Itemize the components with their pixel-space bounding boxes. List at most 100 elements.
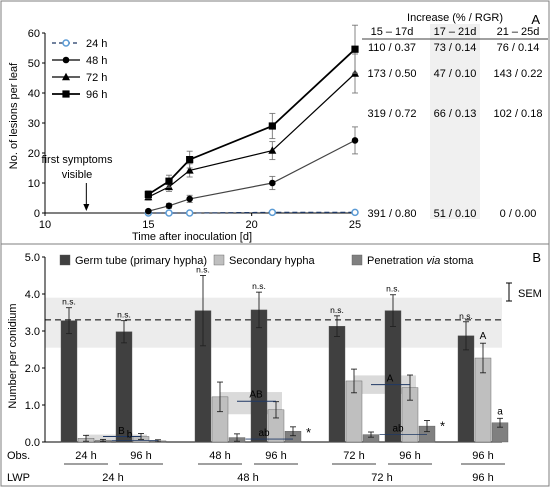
pair-label: A (387, 373, 394, 384)
series-96h (144, 24, 359, 199)
panel-b-label: B (532, 250, 541, 265)
data-point (351, 208, 359, 217)
legend-marker (62, 56, 70, 64)
y-tick-label: 5.0 (25, 252, 40, 264)
panel-a-xlabel: Time after inoculation [d] (132, 231, 252, 243)
bar (60, 320, 78, 443)
bar-group: n.s. (60, 297, 112, 443)
y-tick-label: 20 (28, 148, 40, 160)
panel-b: 0.01.02.03.04.05.0n.s.n.s.n.s.n.s.*n.s.n… (25, 252, 512, 484)
lwp-row-label: LWP (7, 472, 30, 484)
obs-row-label: Obs. (7, 450, 30, 462)
y-tick-label: 30 (28, 118, 40, 130)
legend-marker (62, 39, 70, 47)
data-point (165, 209, 173, 217)
legend-label-part: Secondary hypha (229, 255, 315, 267)
obs-label: 96 h (399, 450, 420, 462)
y-tick-label: 4.0 (25, 289, 40, 301)
obs-label: 48 h (209, 450, 230, 462)
bar (250, 309, 268, 443)
obs-label: 96 h (472, 450, 493, 462)
table-cell: 102 / 0.18 (494, 108, 543, 120)
bar-group: n.s. (328, 305, 380, 443)
data-point (186, 156, 194, 164)
legend-label: 24 h (86, 38, 107, 50)
data-point (268, 146, 277, 154)
increase-table-title: Increase (% / RGR) (407, 12, 503, 24)
data-point (186, 195, 193, 203)
pair-label: B (118, 426, 125, 437)
table-cell: 391 / 0.80 (368, 208, 417, 220)
table-cell: 110 / 0.37 (368, 42, 416, 54)
table-cell: 73 / 0.14 (434, 42, 477, 54)
legend-label: 72 h (86, 72, 107, 84)
legend-label-part: Germ tube (primary hypha) (75, 255, 207, 267)
series-48h (145, 126, 359, 215)
pair-label: ab (392, 424, 404, 435)
bar-group: n.s. (115, 310, 167, 443)
lwp-label: 96 h (472, 472, 493, 484)
background-band (45, 297, 502, 348)
significance-label: n.s. (459, 311, 473, 321)
table-column-header: 21 – 25d (497, 26, 540, 38)
series-24h (144, 208, 359, 217)
series-line (148, 139, 356, 212)
legend-label: 96 h (86, 89, 107, 101)
bar-group: n.s. * (250, 281, 311, 443)
lwp-label: 72 h (371, 472, 392, 484)
legend-label-part: Penetration (367, 255, 426, 267)
obs-label: 72 h (343, 450, 364, 462)
y-tick-label: 2.0 (25, 363, 40, 375)
legend-marker (62, 72, 70, 81)
data-point (145, 207, 152, 215)
x-tick-label: 25 (349, 219, 361, 231)
y-tick-label: 40 (28, 88, 40, 100)
annotation-arrowhead (83, 204, 90, 211)
data-point (351, 45, 359, 53)
significance-label: n.s. (117, 310, 131, 320)
sem-label: SEM (518, 288, 542, 300)
significance-label: n.s. (386, 284, 400, 294)
table-cell: 76 / 0.14 (497, 42, 540, 54)
y-tick-label: 10 (28, 178, 40, 190)
annotation-text: first symptoms (42, 154, 113, 166)
legend-label-part: stoma (440, 255, 474, 267)
legend-label-part: via (426, 255, 440, 267)
data-point (165, 177, 173, 185)
bar (328, 325, 346, 443)
data-point (351, 137, 359, 144)
legend-label: 48 h (86, 55, 107, 67)
legend-swatch (59, 254, 71, 266)
legend-label: Secondary hypha (229, 255, 315, 267)
significance-label: A (480, 331, 487, 342)
x-tick-label: 20 (246, 219, 258, 231)
data-point (185, 209, 194, 217)
significance-label: a (497, 406, 503, 417)
table-cell: 47 / 0.10 (434, 68, 477, 80)
significance-label: n.s. (62, 297, 76, 307)
lwp-label: 24 h (102, 472, 123, 484)
pair-label: AB (249, 390, 263, 401)
y-tick-label: 50 (28, 58, 40, 70)
table-cell: 319 / 0.72 (368, 108, 417, 120)
y-tick-label: 0 (34, 208, 40, 220)
obs-label: 96 h (130, 450, 151, 462)
data-point (268, 208, 277, 217)
data-point (185, 166, 194, 174)
table-cell: 143 / 0.22 (494, 68, 543, 80)
bar-group: n.s. * (384, 284, 445, 443)
table-column-header: 15 – 17d (371, 26, 414, 38)
significance-label: * (440, 419, 445, 434)
data-point (165, 202, 173, 210)
significance-label: n.s. (330, 305, 344, 315)
pair-label: ab (258, 428, 270, 439)
table-cell: 51 / 0.10 (434, 208, 477, 220)
bar-group: n.s. (194, 265, 246, 443)
legend-swatch (213, 254, 225, 266)
table-column-header: 17 – 21d (434, 26, 477, 38)
legend-swatch (351, 254, 363, 266)
annotation-text: visible (62, 169, 93, 181)
bar-group: n.s. Aa (457, 311, 509, 443)
